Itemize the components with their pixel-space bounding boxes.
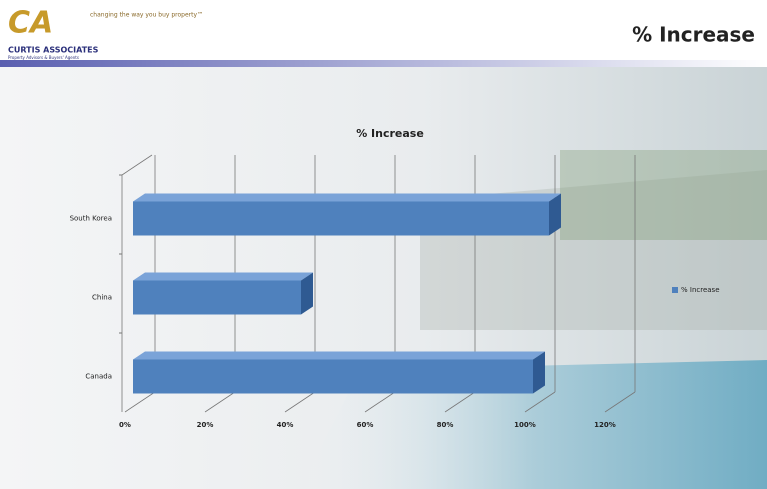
bar [133,359,533,394]
chart-title: % Increase [356,127,424,140]
bar-top [133,272,313,281]
logo: CA [8,6,53,41]
grid-line [604,391,636,413]
x-tick-label: 80% [437,421,454,429]
bar-top [133,193,561,202]
x-tick-label: 0% [119,421,131,429]
axis-line [121,154,153,176]
grid-line [284,391,316,413]
x-tick-label: 60% [357,421,374,429]
grid-line [204,391,236,413]
company: CURTIS ASSOCIATES [8,46,99,55]
x-tick-label: 40% [277,421,294,429]
company-subtitle: Property Advisors & Buyers' Agents [8,55,79,60]
y-tick-label: China [92,294,112,302]
x-tick-label: 100% [514,421,536,429]
bar-side [549,193,561,236]
bar-side [533,351,545,394]
slide-title: % Increase [632,23,755,47]
grid-line [524,391,556,413]
bar [133,280,301,315]
header-bg [0,0,767,60]
tagline: changing the way you buy property™ [90,12,203,19]
bar-top [133,351,545,360]
grid-line [364,391,396,413]
y-tick-label: South Korea [70,215,112,223]
trees [560,150,767,240]
grid-line [444,391,476,413]
grid-line [124,391,156,413]
x-tick-label: 120% [594,421,616,429]
y-tick-label: Canada [85,373,112,381]
bar [133,201,549,236]
header-stripe [0,60,767,67]
bar-side [301,272,313,315]
legend-swatch [672,287,678,293]
x-tick-label: 20% [197,421,214,429]
legend-label: % Increase [681,286,720,294]
